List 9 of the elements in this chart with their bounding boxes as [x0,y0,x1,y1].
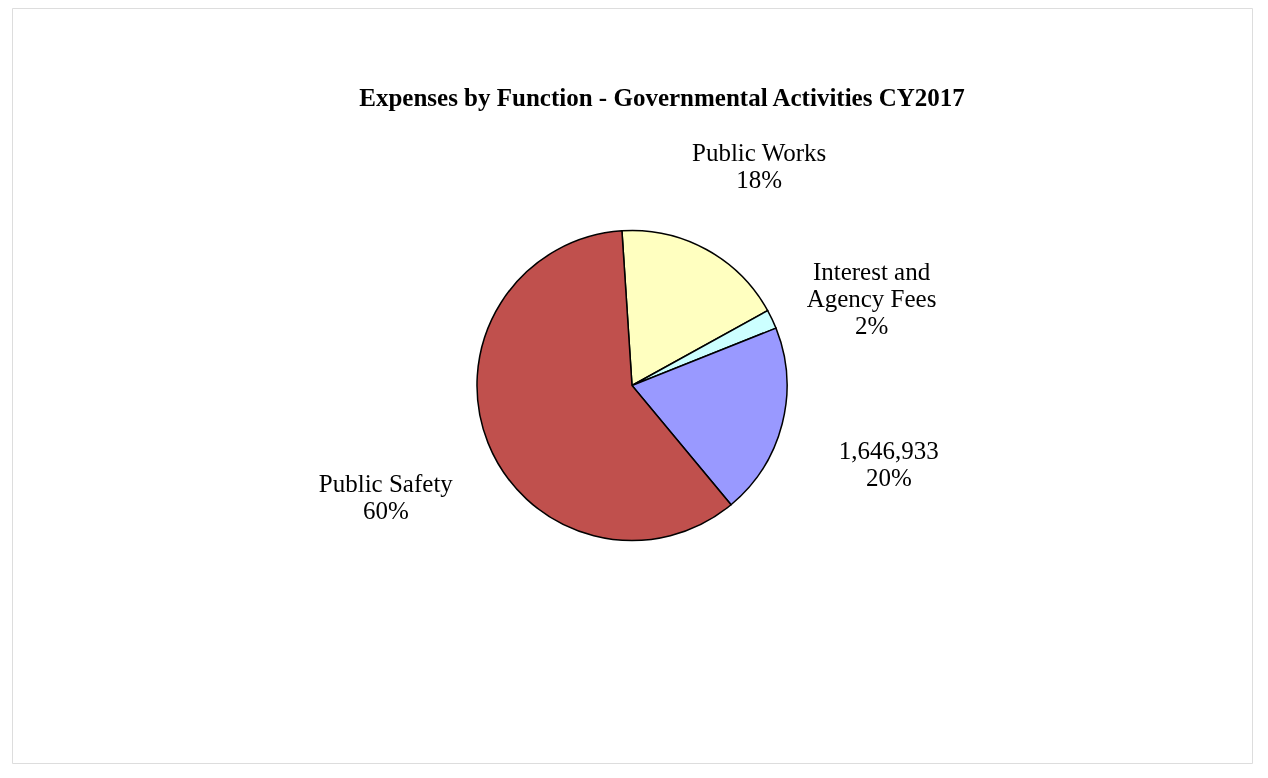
slice-label: Public Works [691,139,827,166]
chart-title: Expenses by Function - Governmental Activities CY2017 [359,84,965,111]
slice-label: Interest and Agency Fees [806,258,937,313]
data-label: 2% [854,312,889,340]
data-label: 20% [865,463,912,491]
data-label: 18% [736,166,783,193]
slice-label: 1,646,933 [838,436,939,464]
data-label: 60% [362,496,409,524]
slice-label: Public Safety [318,469,454,497]
